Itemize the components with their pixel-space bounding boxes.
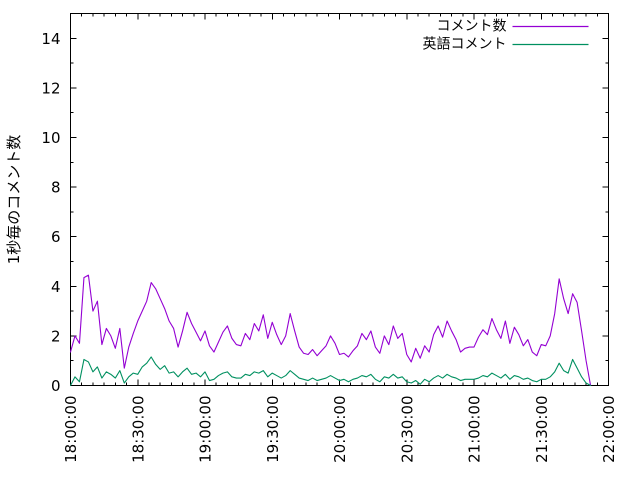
x-tick-label: 18:30:00 bbox=[129, 396, 147, 463]
x-tick-label: 20:00:00 bbox=[331, 396, 349, 463]
x-tick-label: 21:00:00 bbox=[466, 396, 484, 463]
y-tick-label: 14 bbox=[41, 30, 60, 48]
legend-label-2: 英語コメント bbox=[423, 36, 507, 53]
y-axis-label-group: 1秒毎のコメント数 bbox=[5, 135, 23, 265]
x-tick-label: 19:30:00 bbox=[264, 396, 282, 463]
x-tick-label: 18:00:00 bbox=[62, 396, 80, 463]
y-tick-label: 12 bbox=[41, 79, 60, 97]
series-group bbox=[69, 274, 592, 387]
x-tick-label: 20:30:00 bbox=[398, 396, 416, 463]
x-tick-label: 22:00:00 bbox=[600, 396, 618, 463]
y-tick-label: 2 bbox=[51, 327, 61, 345]
plot-border bbox=[70, 13, 609, 386]
y-tick-label: 4 bbox=[51, 278, 61, 296]
y-tick-label: 10 bbox=[41, 129, 60, 147]
y-tick-label: 8 bbox=[51, 179, 61, 197]
legend-label-1: コメント数 bbox=[437, 19, 507, 35]
y-tick-label: 6 bbox=[51, 228, 61, 246]
plot-frame bbox=[70, 13, 609, 386]
series-line-2 bbox=[69, 356, 592, 387]
x-tick-label: 19:00:00 bbox=[197, 396, 215, 463]
x-tick-label: 21:30:00 bbox=[533, 396, 551, 463]
y-axis-title: 1秒毎のコメント数 bbox=[5, 135, 23, 265]
series-line-1 bbox=[69, 274, 592, 387]
y-tick-label: 0 bbox=[51, 377, 61, 395]
x-axis-ticks-group: 18:00:00 18:30:00 19:00:00 19:30:00 20:00:00… bbox=[62, 13, 618, 463]
y-axis-ticks-group: 0 2 4 6 8 10 12 14 bbox=[41, 13, 609, 395]
